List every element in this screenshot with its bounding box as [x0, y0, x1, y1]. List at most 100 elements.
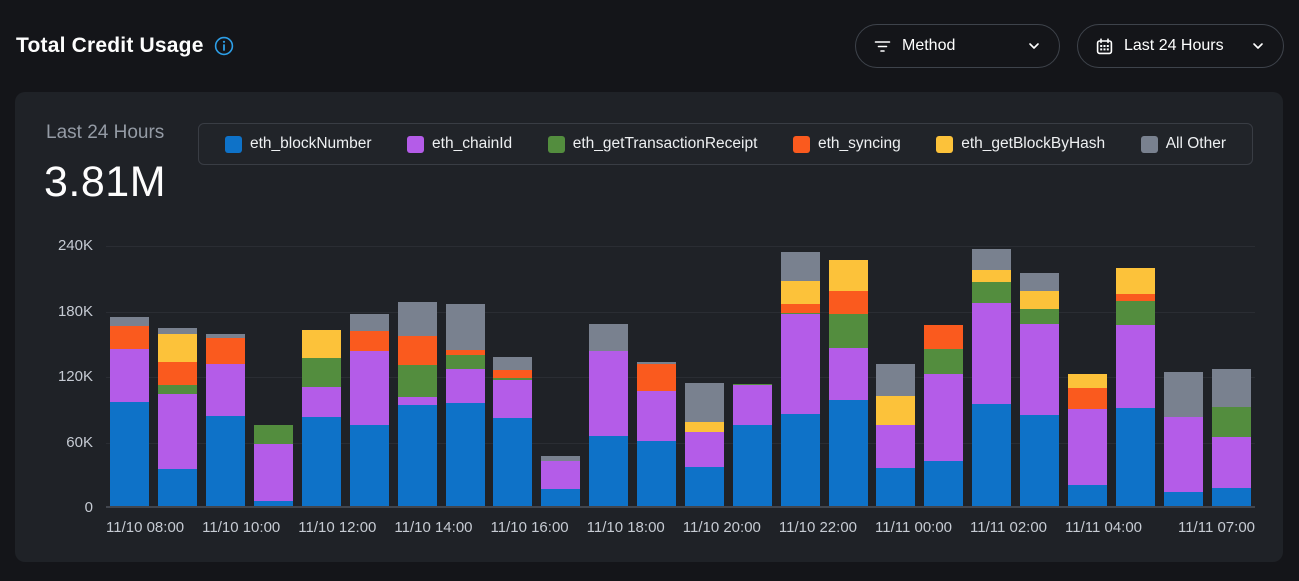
bar-segment-eth_chainid[interactable]: [541, 461, 581, 490]
bar-segment-eth_gettransactionreceipt[interactable]: [828, 313, 868, 348]
bar-segment-eth_blocknumber[interactable]: [828, 399, 868, 508]
bar-segment-all-other[interactable]: [445, 303, 485, 350]
bar-segment-eth_chainid[interactable]: [254, 443, 294, 502]
bar-segment-eth_gettransactionreceipt[interactable]: [924, 348, 964, 374]
info-icon[interactable]: [214, 36, 234, 56]
stacked-bar-11-10-18-00[interactable]: [589, 323, 629, 508]
bar-segment-eth_blocknumber[interactable]: [541, 489, 581, 508]
stacked-bar-11-10-23-00[interactable]: [828, 260, 868, 508]
bar-segment-eth_gettransactionreceipt[interactable]: [397, 365, 437, 397]
bar-segment-eth_syncing[interactable]: [445, 349, 485, 356]
stacked-bar-11-11-04-00[interactable]: [1067, 373, 1107, 508]
bar-segment-eth_blocknumber[interactable]: [301, 417, 341, 508]
bar-segment-eth_chainid[interactable]: [493, 380, 533, 419]
bar-segment-all-other[interactable]: [110, 316, 150, 326]
stacked-bar-11-11-06-00[interactable]: [1163, 371, 1203, 508]
bar-segment-eth_gettransactionreceipt[interactable]: [1211, 406, 1251, 438]
bar-segment-eth_blocknumber[interactable]: [924, 461, 964, 508]
bar-segment-eth_chainid[interactable]: [158, 394, 198, 469]
bar-segment-eth_gettransactionreceipt[interactable]: [1115, 300, 1155, 325]
stacked-bar-11-11-02-00[interactable]: [972, 249, 1012, 508]
bar-segment-all-other[interactable]: [493, 357, 533, 371]
stacked-bar-11-10-22-00[interactable]: [780, 251, 820, 508]
bar-segment-all-other[interactable]: [1020, 273, 1060, 291]
stacked-bar-11-10-15-00[interactable]: [445, 303, 485, 508]
bar-segment-eth_chainid[interactable]: [445, 369, 485, 404]
bar-segment-eth_getblockbyhash[interactable]: [1067, 373, 1107, 388]
bar-segment-eth_syncing[interactable]: [110, 325, 150, 349]
legend-item-all-other[interactable]: All Other: [1140, 135, 1226, 153]
bar-segment-eth_blocknumber[interactable]: [493, 418, 533, 508]
bar-segment-eth_gettransactionreceipt[interactable]: [780, 312, 820, 314]
bar-segment-eth_blocknumber[interactable]: [110, 402, 150, 508]
stacked-bar-11-10-20-00[interactable]: [684, 382, 724, 508]
stacked-bar-11-10-16-00[interactable]: [493, 357, 533, 508]
legend-item-eth_blocknumber[interactable]: eth_blockNumber: [225, 135, 371, 153]
stacked-bar-11-10-14-00[interactable]: [397, 301, 437, 508]
bar-segment-eth_gettransactionreceipt[interactable]: [1020, 309, 1060, 324]
bar-segment-eth_gettransactionreceipt[interactable]: [301, 358, 341, 387]
bar-segment-eth_chainid[interactable]: [876, 425, 916, 468]
bar-segment-eth_blocknumber[interactable]: [1067, 485, 1107, 508]
legend-item-eth_gettransactionreceipt[interactable]: eth_getTransactionReceipt: [547, 135, 757, 153]
bar-segment-eth_getblockbyhash[interactable]: [972, 270, 1012, 283]
stacked-bar-11-11-07-00[interactable]: [1211, 369, 1251, 508]
bar-segment-eth_blocknumber[interactable]: [732, 425, 772, 508]
bar-segment-eth_getblockbyhash[interactable]: [1020, 290, 1060, 310]
bar-segment-all-other[interactable]: [637, 361, 677, 364]
stacked-bar-11-11-05-00[interactable]: [1115, 267, 1155, 508]
legend-item-eth_getblockbyhash[interactable]: eth_getBlockByHash: [936, 135, 1105, 153]
bar-segment-eth_blocknumber[interactable]: [397, 405, 437, 508]
bar-segment-all-other[interactable]: [206, 334, 246, 338]
bar-segment-eth_gettransactionreceipt[interactable]: [493, 378, 533, 381]
bar-segment-eth_chainid[interactable]: [972, 302, 1012, 405]
stacked-bar-11-11-01-00[interactable]: [924, 324, 964, 508]
bar-segment-eth_blocknumber[interactable]: [637, 441, 677, 508]
bar-segment-eth_blocknumber[interactable]: [684, 466, 724, 508]
bar-segment-eth_syncing[interactable]: [924, 324, 964, 349]
bar-segment-eth_chainid[interactable]: [1115, 324, 1155, 408]
bar-segment-eth_chainid[interactable]: [1163, 417, 1203, 492]
bar-segment-eth_getblockbyhash[interactable]: [684, 421, 724, 432]
bar-segment-eth_blocknumber[interactable]: [349, 425, 389, 508]
bar-segment-all-other[interactable]: [541, 455, 581, 462]
bar-segment-eth_blocknumber[interactable]: [1115, 407, 1155, 508]
bar-segment-eth_syncing[interactable]: [637, 363, 677, 392]
bar-segment-eth_blocknumber[interactable]: [589, 435, 629, 508]
stacked-bar-11-10-13-00[interactable]: [349, 313, 389, 508]
bar-segment-eth_getblockbyhash[interactable]: [876, 395, 916, 426]
time-range-dropdown[interactable]: Last 24 Hours: [1077, 24, 1284, 68]
bar-segment-eth_chainid[interactable]: [110, 348, 150, 403]
stacked-bar-11-10-12-00[interactable]: [301, 330, 341, 508]
bar-segment-eth_syncing[interactable]: [397, 335, 437, 366]
bar-segment-eth_chainid[interactable]: [732, 384, 772, 426]
bar-segment-eth_chainid[interactable]: [924, 373, 964, 462]
bar-segment-eth_syncing[interactable]: [158, 361, 198, 385]
bar-segment-all-other[interactable]: [876, 363, 916, 396]
bar-segment-all-other[interactable]: [397, 301, 437, 336]
bar-segment-all-other[interactable]: [684, 382, 724, 422]
legend-item-eth_syncing[interactable]: eth_syncing: [792, 135, 901, 153]
stacked-bar-11-10-19-00[interactable]: [637, 361, 677, 508]
bar-segment-eth_blocknumber[interactable]: [876, 467, 916, 508]
bar-segment-eth_gettransactionreceipt[interactable]: [445, 355, 485, 370]
bar-segment-all-other[interactable]: [589, 323, 629, 351]
bar-segment-eth_syncing[interactable]: [493, 370, 533, 379]
stacked-bar-11-10-11-00[interactable]: [254, 425, 294, 508]
bar-segment-eth_chainid[interactable]: [397, 396, 437, 406]
bar-segment-eth_chainid[interactable]: [206, 363, 246, 417]
bar-segment-all-other[interactable]: [1163, 371, 1203, 418]
bar-segment-all-other[interactable]: [349, 313, 389, 332]
bar-segment-all-other[interactable]: [158, 327, 198, 335]
bar-segment-eth_getblockbyhash[interactable]: [158, 334, 198, 362]
bar-segment-all-other[interactable]: [972, 249, 1012, 271]
bar-segment-eth_getblockbyhash[interactable]: [1115, 267, 1155, 295]
bar-segment-eth_gettransactionreceipt[interactable]: [158, 384, 198, 395]
bar-segment-eth_blocknumber[interactable]: [254, 501, 294, 508]
bar-segment-eth_gettransactionreceipt[interactable]: [732, 383, 772, 385]
stacked-bar-11-11-00-00[interactable]: [876, 363, 916, 508]
bar-segment-eth_chainid[interactable]: [828, 347, 868, 400]
bar-segment-eth_blocknumber[interactable]: [206, 416, 246, 508]
bar-segment-eth_getblockbyhash[interactable]: [828, 260, 868, 291]
stacked-bar-11-10-21-00[interactable]: [732, 383, 772, 508]
